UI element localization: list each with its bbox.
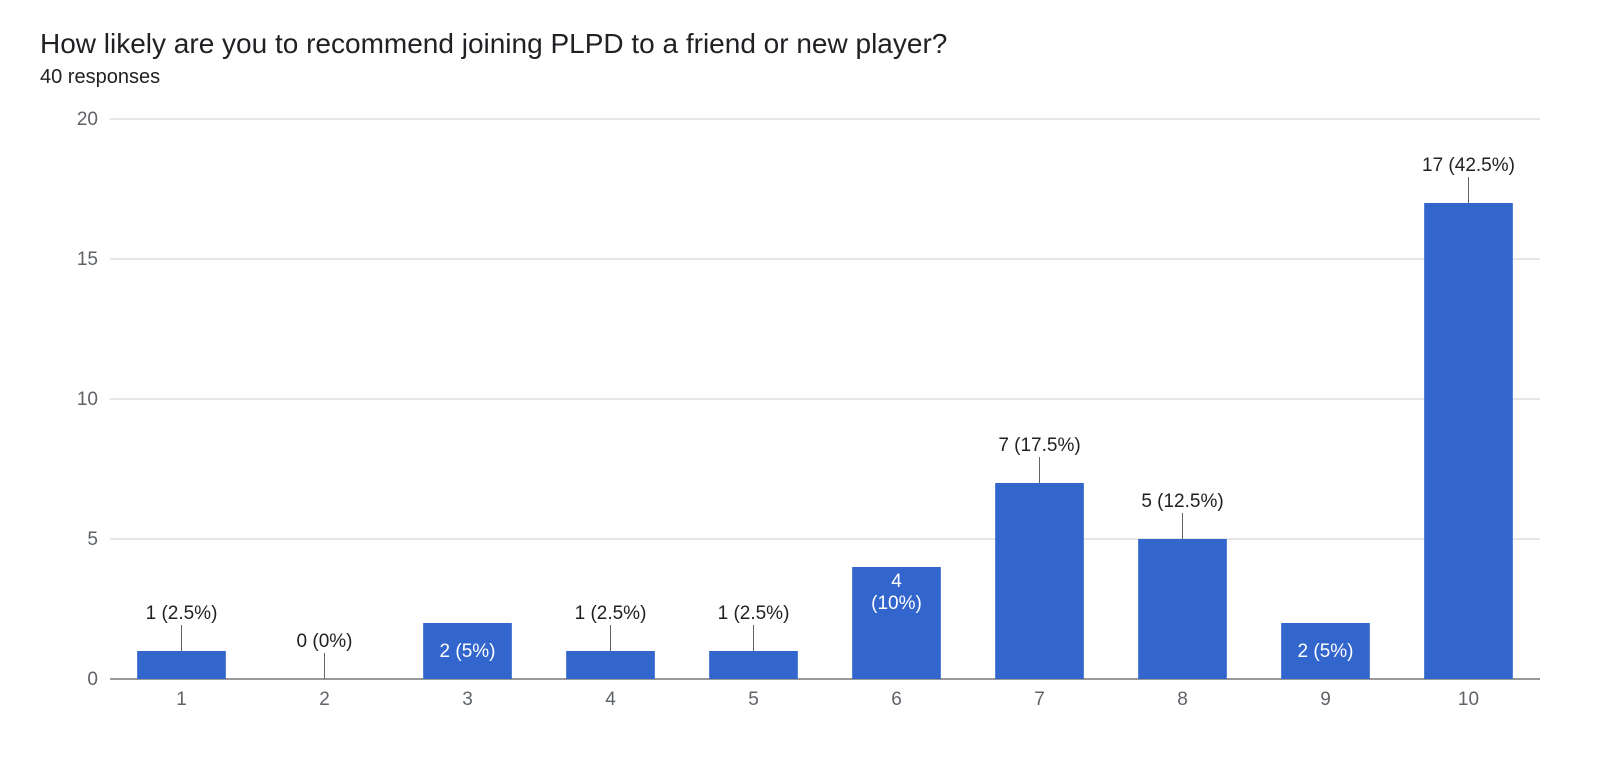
svg-text:3: 3: [462, 689, 473, 710]
svg-text:1 (2.5%): 1 (2.5%): [146, 603, 218, 624]
svg-text:0: 0: [87, 669, 98, 690]
chart-container: How likely are you to recommend joining …: [0, 0, 1600, 761]
bar: [566, 651, 655, 679]
svg-text:5: 5: [748, 689, 759, 710]
svg-text:8: 8: [1177, 689, 1188, 710]
svg-text:2 (5%): 2 (5%): [440, 641, 496, 662]
bar-chart-svg: 0 5 10 15 20 1 1 (2.5%) 2 0 (0%) 3 2 (5%) 4 1 (2.5%)…: [40, 109, 1560, 729]
svg-text:17 (42.5%): 17 (42.5%): [1422, 155, 1515, 176]
bar: [1424, 203, 1513, 679]
chart-title: How likely are you to recommend joining …: [40, 28, 1560, 60]
chart-area: 0 5 10 15 20 1 1 (2.5%) 2 0 (0%) 3 2 (5%) 4 1 (2.5%)…: [40, 109, 1560, 733]
svg-text:7 (17.5%): 7 (17.5%): [998, 435, 1080, 456]
svg-text:10: 10: [77, 389, 98, 410]
svg-text:1 (2.5%): 1 (2.5%): [575, 603, 647, 624]
svg-text:2 (5%): 2 (5%): [1298, 641, 1354, 662]
bar: [137, 651, 226, 679]
svg-text:15: 15: [77, 249, 98, 270]
svg-text:5: 5: [87, 529, 98, 550]
svg-text:2: 2: [319, 689, 330, 710]
svg-text:6: 6: [891, 689, 902, 710]
response-count: 40 responses: [40, 66, 1560, 89]
svg-text:7: 7: [1034, 689, 1045, 710]
svg-text:1: 1: [176, 689, 187, 710]
svg-text:20: 20: [77, 109, 98, 130]
svg-text:0 (0%): 0 (0%): [297, 631, 353, 652]
svg-text:9: 9: [1320, 689, 1331, 710]
svg-text:10: 10: [1458, 689, 1479, 710]
bar: [995, 483, 1084, 679]
svg-text:1 (2.5%): 1 (2.5%): [718, 603, 790, 624]
svg-text:5 (12.5%): 5 (12.5%): [1141, 491, 1223, 512]
svg-text:4: 4: [605, 689, 616, 710]
bar: [709, 651, 798, 679]
bar: [1138, 539, 1227, 679]
